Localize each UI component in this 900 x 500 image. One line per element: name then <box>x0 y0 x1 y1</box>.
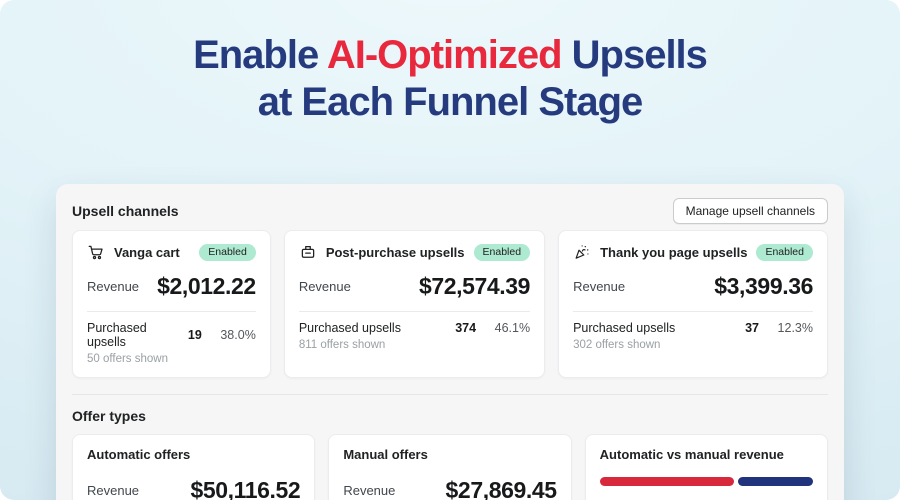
manual-bar-segment <box>737 477 813 486</box>
offer-card-automatic: Automatic offers Revenue $50,116.52 <box>72 434 316 500</box>
purchased-upsells-label: Purchased upsells <box>87 321 147 349</box>
revenue-row: Revenue $27,869.45 <box>343 477 558 500</box>
hero-title-highlight: AI-Optimized <box>326 33 563 77</box>
revenue-row: Revenue $2,012.22 <box>87 273 256 300</box>
offer-types-cards: Automatic offers Revenue $50,116.52 Manu… <box>72 434 828 500</box>
status-badge: Enabled <box>756 243 813 261</box>
revenue-row: Revenue $50,116.52 <box>87 477 301 500</box>
revenue-label: Revenue <box>87 483 140 498</box>
purchased-upsells-percent: 38.0% <box>220 328 256 342</box>
upsell-card-post-purchase: Post-purchase upsells Enabled Revenue $7… <box>283 230 546 378</box>
hero-title-line2: at Each Funnel Stage <box>257 79 644 124</box>
card-title: Automatic vs manual revenue <box>599 447 784 462</box>
auto-vs-manual-bar <box>599 477 813 486</box>
purchased-upsells-percent: 46.1% <box>494 321 531 335</box>
revenue-value: $2,012.22 <box>157 273 256 299</box>
upsell-card-vanga-cart: Vanga cart Enabled Revenue $2,012.22 Pur… <box>72 230 271 378</box>
status-badge: Enabled <box>473 243 531 261</box>
revenue-value: $72,574.39 <box>418 273 531 299</box>
purchased-upsells-row: Purchased upsells 19 38.0% <box>87 321 256 349</box>
card-title: Manual offers <box>343 447 428 462</box>
register-icon <box>299 243 317 261</box>
revenue-row: Revenue $72,574.39 <box>298 273 531 300</box>
dashboard-panel: Upsell channels Manage upsell channels V… <box>56 184 844 500</box>
revenue-label: Revenue <box>343 483 396 498</box>
offers-shown-note: 302 offers shown <box>573 339 661 351</box>
purchased-upsells-count: 374 <box>455 321 477 335</box>
revenue-label: Revenue <box>573 279 626 294</box>
offers-shown-note: 811 offers shown <box>298 339 386 351</box>
status-badge: Enabled <box>199 243 256 261</box>
card-divider <box>573 311 813 312</box>
purchased-upsells-label: Purchased upsells <box>573 321 676 335</box>
upsell-card-thank-you-page: Thank you page upsells Enabled Revenue $… <box>558 230 828 378</box>
auto-percent-label: 64% automatic <box>600 498 679 500</box>
auto-bar-segment <box>599 477 734 486</box>
card-header: Vanga cart Enabled <box>87 243 256 261</box>
card-divider <box>298 311 531 312</box>
manage-upsell-channels-button[interactable]: Manage upsell channels <box>672 198 828 224</box>
hero-title: Enable AI-Optimized Upsells at Each Funn… <box>0 0 900 126</box>
hero-title-post: Upsells <box>561 33 708 77</box>
revenue-value: $3,399.36 <box>714 273 813 299</box>
card-header: Post-purchase upsells Enabled <box>299 243 531 261</box>
purchased-upsells-label: Purchased upsells <box>298 321 401 335</box>
card-title: Automatic offers <box>87 447 191 462</box>
purchased-upsells-percent: 12.3% <box>777 321 813 335</box>
hero-title-line1: Enable AI-Optimized Upsells <box>0 32 900 79</box>
manual-percent-label: 36% manual <box>746 498 813 500</box>
card-header: Thank you page upsells Enabled <box>573 243 813 261</box>
revenue-value: $50,116.52 <box>190 477 301 500</box>
cart-icon <box>87 243 105 261</box>
revenue-value: $27,869.45 <box>445 477 558 500</box>
revenue-row: Revenue $3,399.36 <box>573 273 813 300</box>
offer-card-auto-vs-manual: Automatic vs manual revenue 64% automati… <box>584 434 828 500</box>
card-title: Vanga cart <box>114 244 180 260</box>
purchased-upsells-row: Purchased upsells 37 12.3% <box>573 321 813 335</box>
party-popper-icon <box>573 243 591 261</box>
upsell-channels-header: Upsell channels Manage upsell channels <box>72 198 828 224</box>
offer-types-heading: Offer types <box>72 408 146 424</box>
purchased-upsells-count: 19 <box>187 328 202 342</box>
card-title: Post-purchase upsells <box>325 244 465 260</box>
revenue-label: Revenue <box>298 279 351 294</box>
card-title: Thank you page upsells <box>600 244 748 260</box>
revenue-label: Revenue <box>87 279 140 294</box>
purchased-upsells-row: Purchased upsells 374 46.1% <box>299 321 530 335</box>
auto-vs-manual-labels: 64% automatic 36% manual <box>600 498 813 500</box>
offer-card-manual: Manual offers Revenue $27,869.45 <box>328 434 572 500</box>
upsell-channels-heading: Upsell channels <box>72 203 179 219</box>
hero-title-pre: Enable <box>193 33 327 77</box>
upsell-channels-cards: Vanga cart Enabled Revenue $2,012.22 Pur… <box>72 230 828 378</box>
offers-shown-note: 50 offers shown <box>87 353 168 365</box>
card-divider <box>87 311 256 312</box>
purchased-upsells-count: 37 <box>745 321 759 335</box>
section-divider <box>72 394 828 395</box>
